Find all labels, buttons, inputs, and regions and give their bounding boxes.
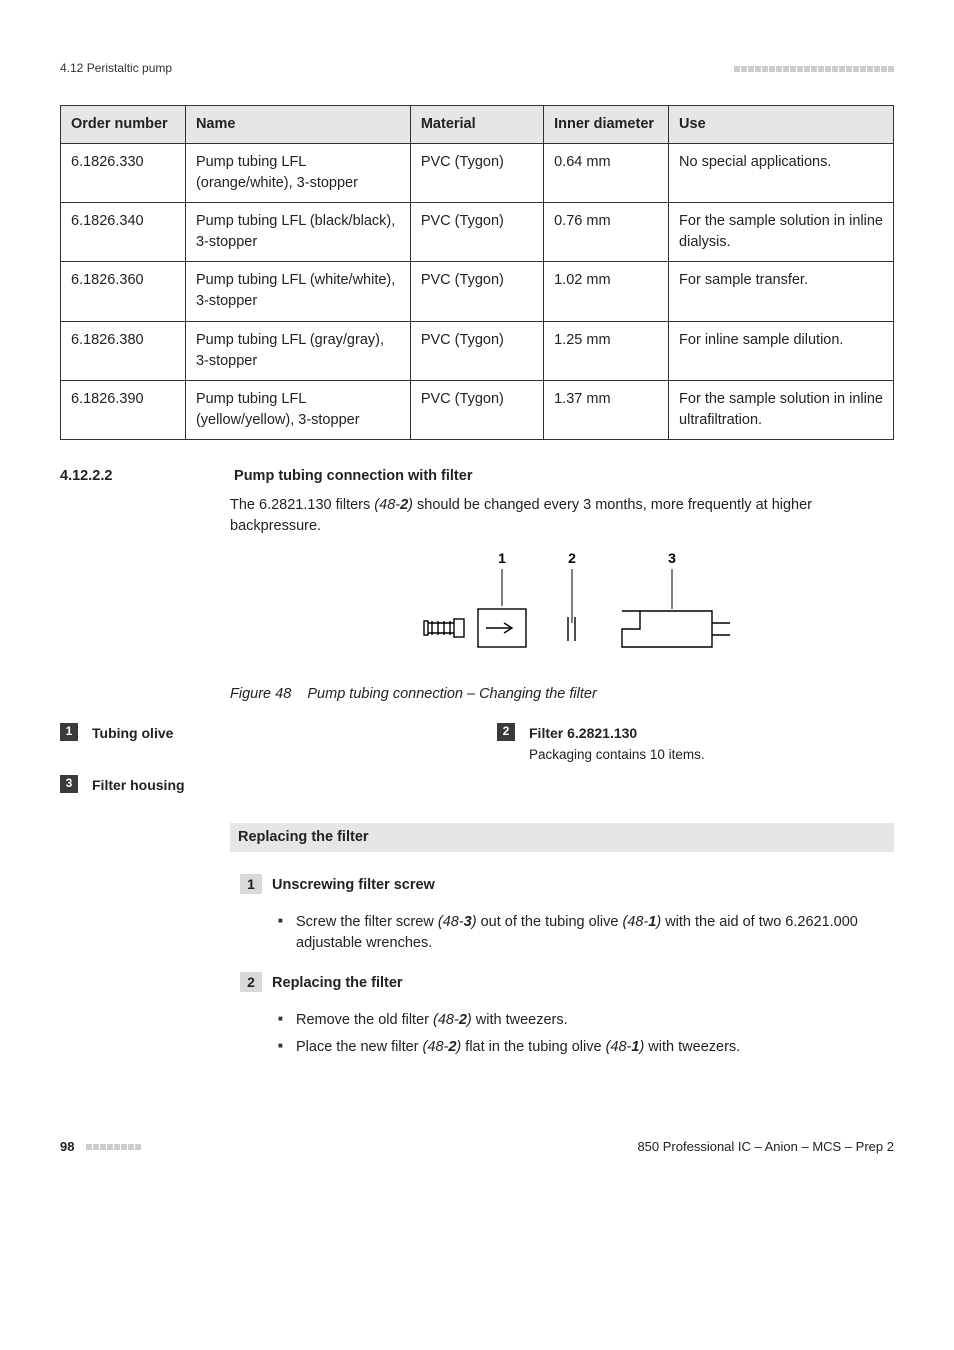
figure-legend: 1 Tubing olive 2 Filter 6.2821.130 Packa…: [60, 723, 894, 795]
subsection-number: 4.12.2.2: [60, 466, 230, 487]
table-row: 6.1826.340Pump tubing LFL (black/black),…: [61, 203, 894, 262]
procedure-heading: Replacing the filter: [230, 823, 894, 852]
step-num: 1: [240, 874, 262, 894]
subsection-title: Pump tubing connection with filter: [234, 466, 472, 487]
bullet: Screw the filter screw (48-3) out of the…: [278, 912, 894, 954]
table-body: 6.1826.330Pump tubing LFL (orange/white)…: [61, 144, 894, 439]
legend-num-2: 2: [497, 723, 515, 741]
step-2-bullets: Remove the old filter (48-2) with tweeze…: [278, 1010, 894, 1058]
header-decor: [734, 66, 894, 72]
table-row: 6.1826.330Pump tubing LFL (orange/white)…: [61, 144, 894, 203]
table-row: 6.1826.360Pump tubing LFL (white/white),…: [61, 262, 894, 321]
legend-num-3: 3: [60, 775, 78, 793]
col-material: Material: [410, 106, 543, 144]
table-header-row: Order number Name Material Inner diamete…: [61, 106, 894, 144]
step-1: 1 Unscrewing filter screw: [240, 874, 894, 896]
fig-label-3: 3: [668, 551, 676, 566]
col-use: Use: [669, 106, 894, 144]
step-2: 2 Replacing the filter: [240, 972, 894, 994]
footer-decor: [86, 1144, 141, 1150]
legend-label-2: Filter 6.2821.130 Packaging contains 10 …: [517, 723, 894, 765]
bullet: Remove the old filter (48-2) with tweeze…: [278, 1010, 894, 1031]
table-row: 6.1826.380Pump tubing LFL (gray/gray), 3…: [61, 321, 894, 380]
page-number: 98: [60, 1139, 74, 1154]
page-footer: 98 850 Professional IC – Anion – MCS – P…: [60, 1138, 894, 1157]
figure-caption: Figure 48 Pump tubing connection – Chang…: [230, 684, 894, 705]
col-diameter: Inner diameter: [544, 106, 669, 144]
step-title: Replacing the filter: [272, 975, 403, 991]
subsection-body: The 6.2821.130 filters (48-2) should be …: [230, 495, 894, 537]
step-title: Unscrewing filter screw: [272, 877, 435, 893]
legend-num-1: 1: [60, 723, 78, 741]
page-header: 4.12 Peristaltic pump: [60, 60, 894, 77]
bullet: Place the new filter (48-2) flat in the …: [278, 1037, 894, 1058]
legend-label-1: Tubing olive: [80, 723, 457, 765]
col-name: Name: [185, 106, 410, 144]
fig-label-1: 1: [498, 551, 506, 566]
footer-left: 98: [60, 1138, 141, 1157]
table-row: 6.1826.390Pump tubing LFL (yellow/yellow…: [61, 380, 894, 439]
section-reference: 4.12 Peristaltic pump: [60, 60, 172, 77]
fig-label-2: 2: [568, 551, 576, 566]
pump-tubing-table: Order number Name Material Inner diamete…: [60, 105, 894, 439]
step-num: 2: [240, 972, 262, 992]
figure-svg: 1 2 3: [230, 551, 894, 678]
footer-doc-title: 850 Professional IC – Anion – MCS – Prep…: [637, 1138, 894, 1157]
step-1-bullets: Screw the filter screw (48-3) out of the…: [278, 912, 894, 954]
subsection-heading: 4.12.2.2 Pump tubing connection with fil…: [60, 466, 894, 487]
legend-label-3: Filter housing: [80, 775, 457, 795]
col-order: Order number: [61, 106, 186, 144]
figure-block: 1 2 3: [230, 551, 894, 705]
